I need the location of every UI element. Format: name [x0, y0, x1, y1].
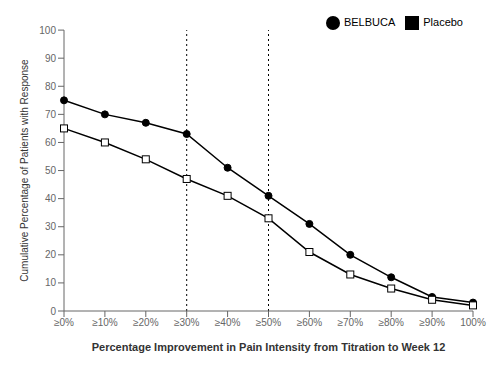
svg-text:30: 30 — [45, 221, 57, 232]
html-text:BELBUCA: BELBUCA — [343, 16, 396, 28]
svg-text:60: 60 — [45, 137, 57, 148]
svg-text:≥60%: ≥60% — [297, 317, 323, 328]
svg-text:50: 50 — [45, 165, 57, 176]
svg-text:80: 80 — [45, 81, 57, 92]
svg-text:≥30%: ≥30% — [174, 317, 200, 328]
svg-text:40: 40 — [45, 193, 57, 204]
svg-text:≥40%: ≥40% — [215, 317, 241, 328]
svg-text:Percentage Improvement in Pain: Percentage Improvement in Pain Intensity… — [92, 341, 446, 353]
svg-text:≥70%: ≥70% — [338, 317, 364, 328]
svg-text:0: 0 — [50, 306, 56, 317]
svg-text:10: 10 — [45, 277, 57, 288]
svg-text:100: 100 — [39, 25, 56, 36]
svg-text:70: 70 — [45, 109, 57, 120]
svg-text:20: 20 — [45, 249, 57, 260]
svg-text:100%: 100% — [460, 317, 486, 328]
svg-text:≥80%: ≥80% — [378, 317, 404, 328]
svg-text:Cumulative Percentage of Patie: Cumulative Percentage of Patients with R… — [19, 59, 30, 282]
svg-text:≥0%: ≥0% — [54, 317, 74, 328]
html-text:Placebo: Placebo — [423, 16, 463, 28]
svg-text:≥50%: ≥50% — [256, 317, 282, 328]
svg-text:90: 90 — [45, 53, 57, 64]
svg-text:≥90%: ≥90% — [419, 317, 445, 328]
svg-text:≥10%: ≥10% — [92, 317, 118, 328]
svg-text:≥20%: ≥20% — [133, 317, 159, 328]
